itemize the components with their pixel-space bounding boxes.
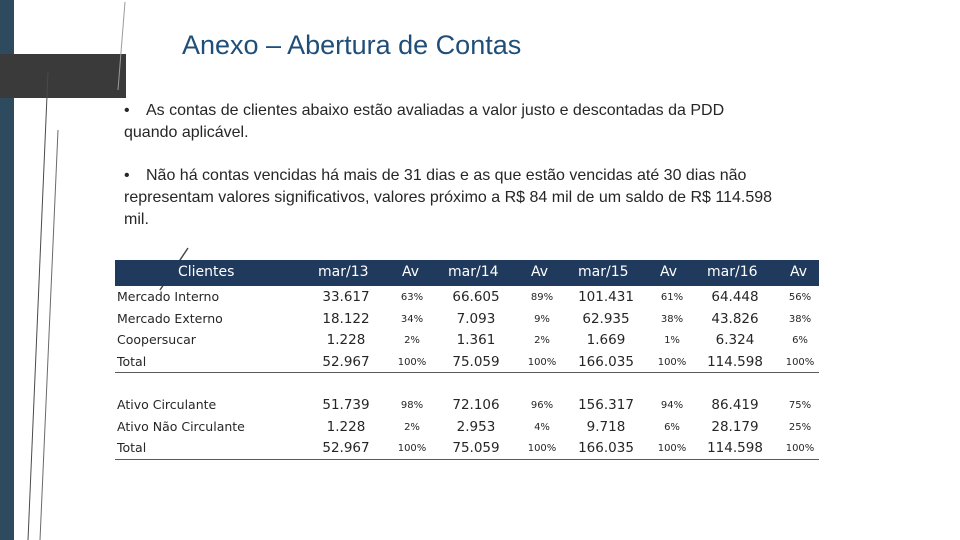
clientes-av13-cell: 2% (404, 335, 420, 346)
ativo-av15-cell: 100% (657, 443, 687, 454)
clientes-mar16-cell: 6.324 (715, 332, 755, 348)
clientes-mar16-cell: 43.826 (711, 310, 759, 327)
bullet-marker: • (124, 102, 130, 119)
clientes-mar14-cell: 75.059 (452, 353, 500, 370)
ativo-av13-cell: 100% (397, 443, 427, 454)
ativo-mar13-cell: 52.967 (322, 440, 370, 456)
ativo-av13-cell: 98% (400, 400, 424, 411)
clientes-av16-cell: 100% (785, 356, 815, 368)
clientes-mar16-cell: 114.598 (707, 353, 763, 370)
clientes-av16-cell: 6% (792, 335, 808, 346)
header-mar16: mar/16 (707, 264, 758, 280)
header-av-16: Av (790, 264, 808, 280)
clientes-mar14-cell: 1.361 (456, 332, 496, 348)
header-av-14: Av (531, 264, 549, 280)
ativo-mar16-cell: 86.419 (711, 397, 759, 413)
header-mar13: mar/13 (318, 264, 369, 280)
ativo-label-cell: Ativo Circulante (117, 397, 217, 412)
clientes-av14-cell: 100% (527, 356, 557, 368)
clientes-av13-cell: 100% (397, 356, 427, 368)
clientes-av13-cell: 63% (400, 292, 424, 303)
ativo-mar13-cell: 1.228 (326, 418, 366, 435)
bullet-paragraph-2: • Não há contas vencidas há mais de 31 di… (124, 165, 774, 231)
table-section-clientes: Mercado Interno 33.617 63% 66.605 89% 101.431… (115, 286, 819, 372)
clientes-av15-cell: 100% (657, 356, 687, 368)
ativo-mar16-cell: 114.598 (707, 440, 763, 456)
clientes-av15-cell: 1% (664, 335, 680, 346)
ativo-label-cell: Total (117, 440, 147, 455)
header-clientes: Clientes (178, 264, 235, 280)
ativo-av14-cell: 96% (530, 400, 554, 411)
bullet-text-2: Não há contas vencidas há mais de 31 dia… (124, 167, 773, 228)
clientes-av13-cell: 34% (400, 313, 424, 325)
table-row: Coopersucar 1.228 2% 1.361 2% 1.669 1% 6.324 6% (115, 329, 819, 351)
clientes-label-cell: Total (117, 353, 147, 369)
clientes-mar13-cell: 33.617 (322, 289, 370, 305)
clientes-av15-cell: 61% (660, 292, 684, 303)
clientes-av15-cell: 38% (660, 313, 684, 325)
clientes-mar15-cell: 62.935 (582, 310, 630, 327)
ativo-av13-cell: 2% (404, 421, 420, 433)
clientes-av16-cell: 38% (788, 313, 812, 325)
table-section-ativo: Ativo Circulante 51.739 98% 72.106 96% 156.31… (115, 394, 819, 459)
table-row: Total 52.967 100% 75.059 100% 166.035 100% 114.… (115, 351, 819, 373)
ativo-label-cell: Ativo Não Circulante (117, 418, 245, 434)
clientes-mar15-cell: 1.669 (586, 332, 626, 348)
ativo-av14-cell: 100% (527, 443, 557, 454)
clientes-mar14-cell: 7.093 (456, 310, 496, 327)
sidebar-accent-bar (0, 0, 14, 540)
slide-title: Anexo – Abertura de Contas (182, 30, 522, 60)
ativo-av14-cell: 4% (534, 421, 550, 433)
clientes-mar13-cell: 52.967 (322, 353, 370, 370)
accounts-table: Clientes mar/13 Av mar/14 Av mar/15 Av m… (115, 260, 819, 460)
clientes-mar13-cell: 18.122 (322, 310, 370, 327)
ativo-mar16-cell: 28.179 (711, 418, 759, 435)
table-row: Ativo Não Circulante 1.228 2% 2.953 4% 9.718 6… (115, 416, 819, 438)
clientes-label-cell: Mercado Externo (117, 310, 223, 326)
clientes-av16-cell: 56% (788, 292, 812, 303)
ativo-av16-cell: 100% (785, 443, 815, 454)
header-mar15: mar/15 (578, 264, 629, 280)
ativo-mar13-cell: 51.739 (322, 397, 370, 413)
bullet-paragraph-1: • As contas de clientes abaixo estão aval… (124, 100, 774, 144)
clientes-mar15-cell: 166.035 (578, 353, 634, 370)
table-row: Mercado Externo 18.122 34% 7.093 9% 62.935 38%… (115, 308, 819, 330)
clientes-mar16-cell: 64.448 (711, 289, 759, 305)
bullet-text-1: As contas de clientes abaixo estão avali… (124, 102, 725, 141)
bullet-marker: • (124, 167, 130, 184)
ativo-av15-cell: 94% (660, 400, 684, 411)
table-row: Ativo Circulante 51.739 98% 72.106 96% 156.31… (115, 394, 819, 416)
clientes-av14-cell: 2% (534, 335, 550, 346)
clientes-label-cell: Coopersucar (117, 332, 196, 347)
title-accent-tab (0, 54, 126, 98)
table-gap (115, 373, 819, 394)
ativo-mar14-cell: 72.106 (452, 397, 500, 413)
table-header: Clientes mar/13 Av mar/14 Av mar/15 Av m… (115, 260, 819, 286)
table-row: Mercado Interno 33.617 63% 66.605 89% 101.431… (115, 286, 819, 308)
header-av-13: Av (402, 264, 420, 280)
ativo-mar14-cell: 75.059 (452, 440, 500, 456)
ativo-mar14-cell: 2.953 (456, 418, 496, 435)
clientes-mar13-cell: 1.228 (326, 332, 366, 348)
ativo-av16-cell: 75% (788, 400, 812, 411)
header-mar14: mar/14 (448, 264, 499, 280)
ativo-mar15-cell: 156.317 (578, 397, 634, 413)
ativo-mar15-cell: 9.718 (586, 418, 626, 435)
table-bottom-rule-2 (115, 458, 819, 460)
table-row: Total 52.967 100% 75.059 100% 166.035 100% 114.… (115, 437, 819, 459)
ativo-av16-cell: 25% (788, 421, 812, 433)
ativo-av15-cell: 6% (664, 421, 680, 433)
table-bottom-rule-1 (115, 372, 819, 373)
header-av-15: Av (660, 264, 678, 280)
clientes-av14-cell: 9% (534, 313, 550, 325)
clientes-label-cell: Mercado Interno (117, 289, 220, 304)
clientes-av14-cell: 89% (530, 292, 554, 303)
ativo-mar15-cell: 166.035 (578, 440, 634, 456)
clientes-mar14-cell: 66.605 (452, 289, 500, 305)
clientes-mar15-cell: 101.431 (578, 289, 634, 305)
